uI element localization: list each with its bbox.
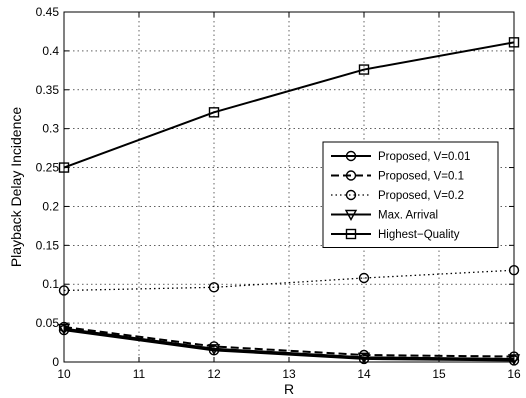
x-tick-label: 13 — [282, 367, 296, 381]
series-line — [63, 269, 515, 292]
data-point — [508, 265, 520, 276]
legend-label: Proposed, V=0.01 — [378, 151, 470, 163]
y-tick-label: 0.05 — [36, 316, 60, 330]
y-tick-label: 0.3 — [42, 122, 59, 136]
legend-entry: Highest−Quality — [331, 228, 460, 241]
y-tick-label: 0.35 — [36, 83, 60, 97]
series-line — [63, 41, 515, 169]
y-tick-label: 0.2 — [42, 199, 59, 213]
x-tick-label: 14 — [357, 367, 371, 381]
y-tick-label: 0.45 — [36, 5, 60, 19]
data-point — [58, 321, 70, 333]
legend-label: Proposed, V=0.2 — [378, 190, 464, 202]
data-point — [58, 162, 70, 173]
series-5 — [58, 37, 520, 173]
y-tick-label: 0.15 — [36, 238, 60, 252]
data-point — [208, 107, 220, 118]
legend-label: Proposed, V=0.1 — [378, 171, 464, 183]
y-axis-label: Playback Delay Incidence — [8, 107, 24, 268]
data-point — [208, 282, 220, 293]
legend-marker — [345, 189, 357, 201]
y-tick-label: 0.25 — [36, 161, 60, 175]
x-tick-label: 11 — [133, 367, 146, 381]
series-layer — [57, 37, 521, 366]
data-point — [58, 285, 70, 296]
series-3 — [58, 265, 520, 296]
legend-entry: Max. Arrival — [331, 210, 438, 222]
series-line — [63, 327, 515, 360]
legend-marker — [345, 228, 357, 240]
y-tick-label: 0 — [52, 355, 59, 369]
data-point — [507, 354, 521, 366]
y-tick-label: 0.4 — [42, 44, 59, 58]
data-point — [358, 272, 370, 284]
data-point — [207, 344, 221, 356]
series-line — [63, 326, 515, 358]
legend-entry: Proposed, V=0.2 — [331, 189, 464, 202]
data-point — [357, 352, 371, 364]
x-tick-label: 15 — [432, 367, 446, 381]
x-axis-label: R — [284, 381, 294, 397]
axis-ticks: 10 11 12 13 14 15 16 0 0.05 0.1 0.15 0.2 0.25 0.3 0.35… — [36, 5, 521, 381]
legend-entry: Proposed, V=0.01 — [331, 150, 470, 163]
x-tick-label: 16 — [507, 367, 521, 381]
data-point — [57, 323, 71, 335]
legend-marker — [345, 150, 357, 162]
y-tick-label: 0.1 — [42, 277, 59, 291]
x-tick-label: 10 — [57, 367, 71, 381]
series-line — [63, 329, 515, 362]
legend-entry: Proposed, V=0.1 — [331, 170, 464, 183]
series-4 — [57, 323, 521, 366]
data-point — [508, 37, 520, 48]
legend: Proposed, V=0.01 Proposed, V=0.1 Proposed,… — [322, 141, 499, 248]
legend-marker — [344, 209, 358, 221]
legend-label: Max. Arrival — [378, 210, 438, 222]
legend-label: Highest−Quality — [378, 229, 460, 241]
legend-marker — [345, 170, 357, 181]
x-tick-label: 12 — [207, 367, 221, 381]
data-point — [358, 64, 370, 75]
